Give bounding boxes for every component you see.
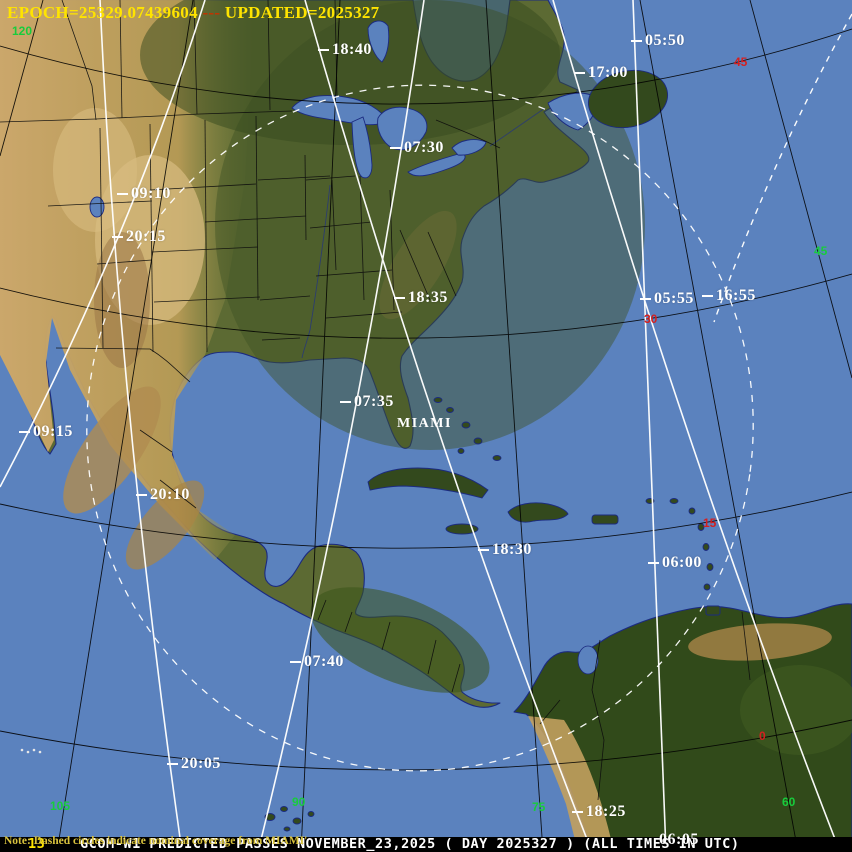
terrain-canada-dark xyxy=(140,0,560,145)
coverage-circle-miami xyxy=(86,84,754,772)
track-0910-0915 xyxy=(0,0,206,488)
terrain-venezuela-tan xyxy=(688,623,832,661)
track-1655-dashed xyxy=(713,13,852,323)
great-lakes xyxy=(89,20,597,218)
lake-maracaibo xyxy=(577,645,599,675)
track-2015-2005 xyxy=(99,0,183,852)
terrain-central-america-dark xyxy=(310,587,490,693)
jamaica-island xyxy=(445,523,479,535)
st-lawrence-river xyxy=(489,107,546,147)
terrain-appalachia xyxy=(379,210,457,320)
parallel-30n xyxy=(0,273,852,339)
coverage-note-line1: Note: Dashed circles indicate nominal co… xyxy=(4,835,308,847)
track-0550-0605 xyxy=(632,0,667,852)
meridian-120w xyxy=(0,0,44,157)
newfoundland-island xyxy=(587,69,669,129)
track-1700 xyxy=(552,0,841,852)
meridian-105w xyxy=(56,0,194,852)
terrain-highland xyxy=(53,108,137,232)
parallel-15n xyxy=(0,491,852,549)
mississippi-river xyxy=(301,184,331,359)
pass-count: 13 xyxy=(28,836,46,852)
parallel-45n xyxy=(0,28,852,105)
political-borders xyxy=(0,0,751,801)
island-dots xyxy=(20,748,42,754)
terrain-sierra-madre xyxy=(63,386,161,514)
epoch-header: EPOCH=25329.07439604 --- UPDATED=2025327 xyxy=(7,3,379,23)
status-bar: 13 GCOM-W1 PREDICTED PASSES NOVEMBER_23,… xyxy=(0,837,852,852)
meridian-75w xyxy=(485,0,544,852)
epoch-separator: --- xyxy=(197,3,225,22)
meridian-90w xyxy=(300,0,341,852)
terrain-sierra-madre xyxy=(125,480,205,570)
meridian-45w xyxy=(749,0,852,379)
terrain-ridge xyxy=(94,232,150,368)
puerto-rico-island xyxy=(591,514,619,525)
trinidad-island xyxy=(705,605,721,616)
updated-value: UPDATED=2025327 xyxy=(224,3,380,22)
terrain-andes xyxy=(528,716,614,852)
status-bar-title: GCOM-W1 PREDICTED PASSES NOVEMBER_23,202… xyxy=(80,836,740,852)
coverage-note: Note: Dashed circles indicate nominal co… xyxy=(4,809,307,852)
track-0730-0740 xyxy=(257,0,425,852)
track-1840-1825 xyxy=(304,0,593,852)
meridian-60w xyxy=(639,0,799,852)
terrain-guyana-dark xyxy=(740,665,852,755)
hispaniola-island xyxy=(507,502,569,523)
parallel-0n xyxy=(0,719,852,771)
bahamas-islands xyxy=(433,397,502,461)
epoch-value: EPOCH=25329.07439604 xyxy=(7,3,198,22)
